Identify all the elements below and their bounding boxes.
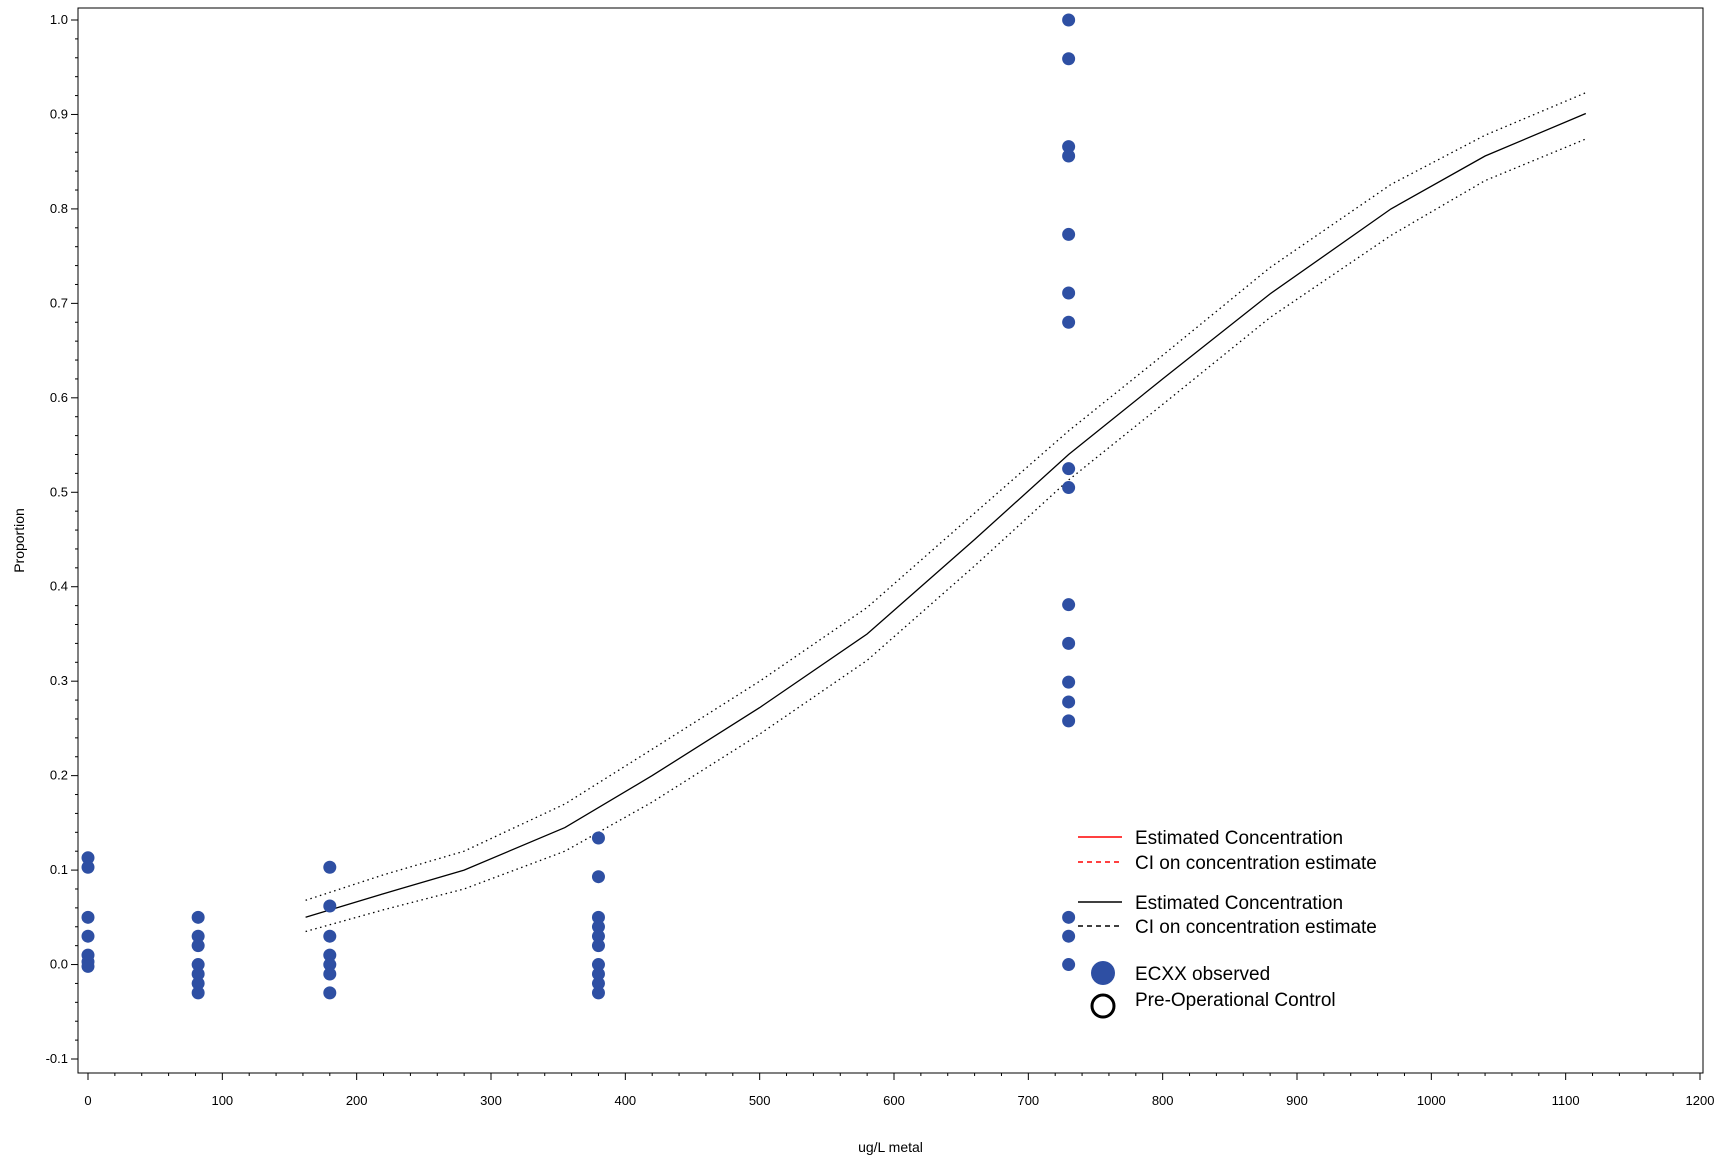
y-axis-title: Proportion xyxy=(11,508,27,573)
x-tick-label: 500 xyxy=(749,1093,771,1108)
data-point xyxy=(1062,714,1076,728)
x-tick-label: 1000 xyxy=(1417,1093,1446,1108)
y-tick-label: 0.0 xyxy=(50,957,68,972)
data-point xyxy=(1062,481,1076,495)
data-point xyxy=(1062,315,1076,329)
data-point xyxy=(323,986,337,1000)
fit-lines xyxy=(305,92,1587,933)
estimate-line xyxy=(305,112,1587,918)
data-point xyxy=(323,967,337,981)
axis-ticks: -0.1 0.0 0.1 0.2 0.3 0.4 0.5 0.6 0.7 0.8 0.9 1.0 0 10… xyxy=(46,12,1715,1108)
x-tick-label: 1200 xyxy=(1686,1093,1715,1108)
legend-label: Estimated Concentration xyxy=(1135,828,1343,849)
data-point xyxy=(1062,695,1076,709)
data-point xyxy=(191,958,205,972)
data-point xyxy=(1062,227,1076,241)
y-tick-label: 0.6 xyxy=(50,390,68,405)
legend-label: CI on concentration estimate xyxy=(1135,917,1377,938)
y-tick-label: 0.2 xyxy=(50,768,68,783)
data-point xyxy=(591,831,605,845)
legend-label: Estimated Concentration xyxy=(1135,893,1343,914)
data-point xyxy=(1062,286,1076,300)
legend-label: ECXX observed xyxy=(1135,964,1270,985)
data-point xyxy=(591,967,605,981)
legend-marker-open-circle xyxy=(1090,993,1116,1019)
y-tick-label: 0.9 xyxy=(50,106,68,121)
x-tick-label: 700 xyxy=(1017,1093,1039,1108)
data-point xyxy=(591,929,605,943)
plot-frame xyxy=(77,7,1704,1074)
data-point xyxy=(591,939,605,953)
data-point xyxy=(591,920,605,934)
x-axis-title: ug/L metal xyxy=(858,1139,923,1155)
data-point xyxy=(81,851,95,865)
data-point xyxy=(1062,13,1076,27)
legend-label: CI on concentration estimate xyxy=(1135,853,1377,874)
y-tick-label: 0.1 xyxy=(50,862,68,877)
y-tick-label: 0.5 xyxy=(50,484,68,499)
x-tick-label: 200 xyxy=(346,1093,368,1108)
data-point xyxy=(323,899,337,913)
data-point xyxy=(1062,598,1076,612)
data-point xyxy=(591,910,605,924)
plot-border xyxy=(77,7,1704,1074)
legend: Estimated Concentration CI on concentrati… xyxy=(1078,828,1377,1019)
x-tick-label: 900 xyxy=(1286,1093,1308,1108)
data-point xyxy=(191,939,205,953)
data-point xyxy=(323,929,337,943)
data-point xyxy=(1062,52,1076,66)
data-point xyxy=(591,986,605,1000)
data-point xyxy=(591,958,605,972)
data-point xyxy=(1062,149,1076,163)
data-point xyxy=(191,976,205,990)
data-point xyxy=(1062,462,1076,476)
data-point xyxy=(1062,958,1076,972)
y-tick-label: -0.1 xyxy=(46,1051,68,1066)
data-point xyxy=(191,929,205,943)
y-tick-label: 0.3 xyxy=(50,673,68,688)
data-point xyxy=(81,910,95,924)
data-point xyxy=(81,860,95,874)
data-point xyxy=(81,929,95,943)
data-point xyxy=(1062,675,1076,689)
data-point xyxy=(1062,929,1076,943)
y-tick-label: 1.0 xyxy=(50,12,68,27)
data-point xyxy=(1062,910,1076,924)
data-point xyxy=(323,948,337,962)
x-tick-label: 100 xyxy=(211,1093,233,1108)
ci-line-3 xyxy=(305,138,1587,933)
data-point xyxy=(323,958,337,972)
x-tick-label: 600 xyxy=(883,1093,905,1108)
data-point xyxy=(191,986,205,1000)
data-point xyxy=(1062,140,1076,154)
y-tick-label: 0.8 xyxy=(50,201,68,216)
legend-marker-filled-circle xyxy=(1091,961,1115,985)
data-point xyxy=(191,967,205,981)
data-points xyxy=(81,13,1076,1000)
y-tick-label: 0.4 xyxy=(50,579,68,594)
data-point xyxy=(1062,636,1076,650)
data-point xyxy=(591,976,605,990)
legend-label: Pre-Operational Control xyxy=(1135,990,1336,1011)
data-point xyxy=(323,860,337,874)
x-tick-label: 400 xyxy=(614,1093,636,1108)
x-tick-label: 0 xyxy=(84,1093,91,1108)
data-point xyxy=(191,910,205,924)
data-point xyxy=(81,959,95,973)
ci-line-2 xyxy=(305,92,1587,901)
x-tick-label: 800 xyxy=(1152,1093,1174,1108)
data-point xyxy=(591,870,605,884)
x-tick-label: 300 xyxy=(480,1093,502,1108)
x-tick-label: 1100 xyxy=(1552,1093,1580,1108)
y-tick-label: 0.7 xyxy=(50,295,68,310)
